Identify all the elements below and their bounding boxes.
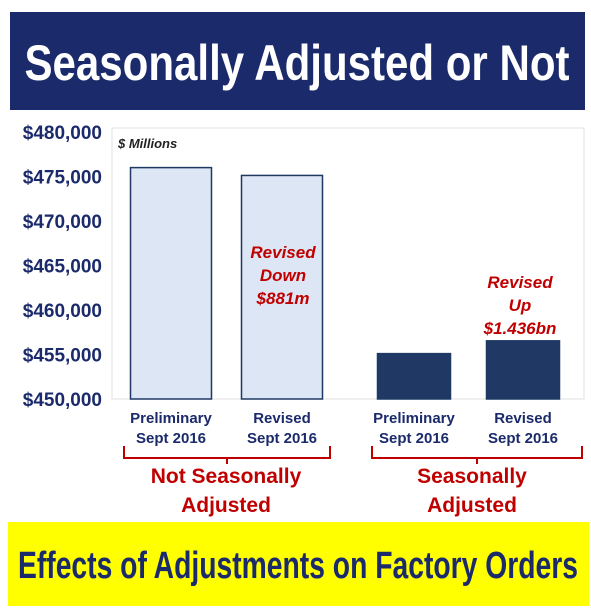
group-label: Not Seasonally [151,465,302,488]
annotation: $1.436bn [483,319,557,338]
subtitle-banner [8,522,589,606]
title-banner [10,12,585,110]
bar [129,166,213,400]
x-tick-label: Sept 2016 [136,430,206,447]
x-tick-label: Preliminary [130,410,212,427]
x-tick-label: Sept 2016 [247,430,317,447]
x-tick-label: Preliminary [373,410,455,427]
x-tick-label: Revised [494,410,552,427]
chart-subtitle: Effects of Adjustments on Factory Orders [18,545,578,587]
annotation: Up [509,296,532,315]
y-tick-label: $470,000 [23,212,102,233]
x-tick-label: Sept 2016 [488,430,558,447]
annotation: Revised [250,243,316,262]
group-label: Adjusted [181,494,271,517]
y-tick-label: $455,000 [23,346,102,367]
y-tick-label: $460,000 [23,301,102,322]
y-tick-label: $465,000 [23,257,102,278]
annotation: Down [260,266,306,285]
y-tick-label: $475,000 [23,168,102,189]
chart-title: Seasonally Adjusted or Not [25,35,570,91]
bar [485,340,561,400]
x-tick-label: Sept 2016 [379,430,449,447]
group-bracket [371,446,583,464]
y-tick-label: $450,000 [23,390,102,411]
group-label: Adjusted [427,494,517,517]
annotation: $881m [256,289,310,308]
bar [240,174,324,400]
annotation: Revised [487,273,553,292]
unit-label: $ Millions [117,136,177,151]
group-label: Seasonally [417,465,527,488]
x-tick-label: Revised [253,410,311,427]
group-bracket [123,446,331,464]
bar [376,352,452,400]
y-tick-label: $480,000 [23,123,102,144]
